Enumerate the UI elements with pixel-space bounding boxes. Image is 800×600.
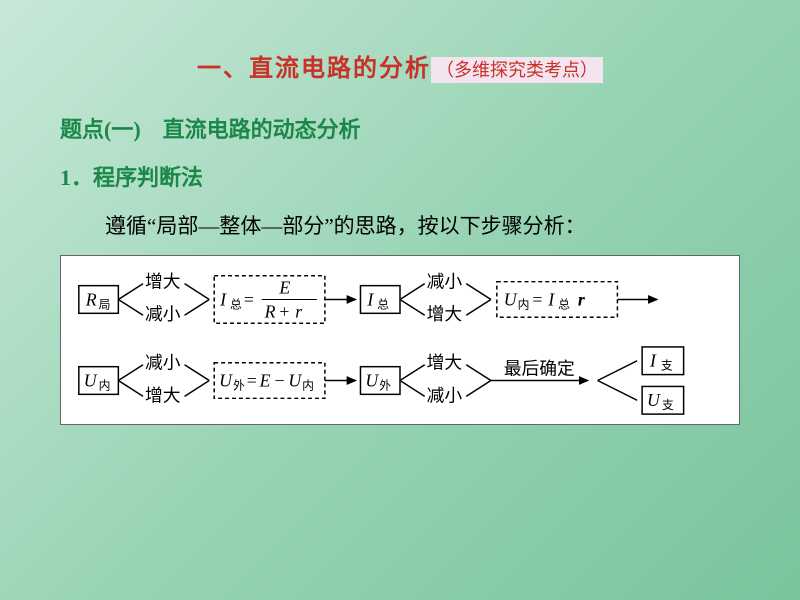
r2-f-eq: = <box>247 370 257 390</box>
r2-b-top: 减小 <box>145 353 181 373</box>
r2-f-U2sub: 内 <box>302 378 314 392</box>
r2-b-bot: 增大 <box>145 385 181 405</box>
r2-final-label: 最后确定 <box>504 359 575 379</box>
r2-f-U: U <box>219 370 233 390</box>
r1-start-sub: 局 <box>99 297 111 311</box>
r2-f-minus: − <box>274 370 284 390</box>
r2-out2-sub: 支 <box>662 398 674 412</box>
r2-b2-bot: 减小 <box>427 385 463 405</box>
r2-b2-top: 增大 <box>427 353 463 373</box>
r1-res-U: U <box>504 289 518 309</box>
flow-diagram: R 局 增大 减小 I 总 = E R + r I 总 减小 增大 U 内 = … <box>60 255 740 425</box>
r2-mid-sub: 外 <box>379 378 391 392</box>
r1-f-lhs-sub: 总 <box>230 297 242 311</box>
r2-out1-sub: 支 <box>661 359 673 373</box>
r1-f-denr: r <box>295 301 302 321</box>
r1-res-r: r <box>578 289 586 309</box>
r1-branch-top: 增大 <box>145 272 181 292</box>
title-sub: （多维探究类考点） <box>431 57 603 83</box>
subtitle: 题点(一) 直流电路的动态分析 <box>60 112 361 144</box>
r1-res-I: I <box>547 289 555 309</box>
r1-f-denR: R <box>264 301 276 321</box>
description: 遵循“局部—整体—部分”的思路，按以下步骤分析： <box>105 210 586 240</box>
r1-f-eq: = <box>244 289 254 309</box>
r2-out2-var: U <box>647 390 661 410</box>
r2-start-var: U <box>84 370 98 390</box>
r1-branch-bot: 减小 <box>145 304 181 324</box>
r1-start-var: R <box>85 289 97 309</box>
r2-start-sub: 内 <box>99 378 111 392</box>
r2-f-Usub: 外 <box>233 378 245 392</box>
title-row: 一、直流电路的分析（多维探究类考点） <box>0 48 800 83</box>
r2-mid-var: U <box>365 370 379 390</box>
r1-f-denplus: + <box>279 301 289 321</box>
r2-f-E: E <box>259 370 271 390</box>
r2-f-U2: U <box>288 370 302 390</box>
r2-out1-var: I <box>649 351 657 371</box>
r1-f-lhs: I <box>219 289 227 309</box>
r1-res-Usub: 内 <box>518 297 530 311</box>
r1-res-Isub: 总 <box>558 297 570 311</box>
r1-f-num: E <box>278 278 290 298</box>
r1-b2-top: 减小 <box>427 272 463 292</box>
method-heading: 1．程序判断法 <box>60 160 203 192</box>
r1-mid-sub: 总 <box>377 297 389 311</box>
title-main: 一、直流电路的分析 <box>197 56 431 82</box>
r1-mid-var: I <box>366 289 374 309</box>
r1-b2-bot: 增大 <box>427 304 463 324</box>
r1-res-eq: = <box>532 289 542 309</box>
